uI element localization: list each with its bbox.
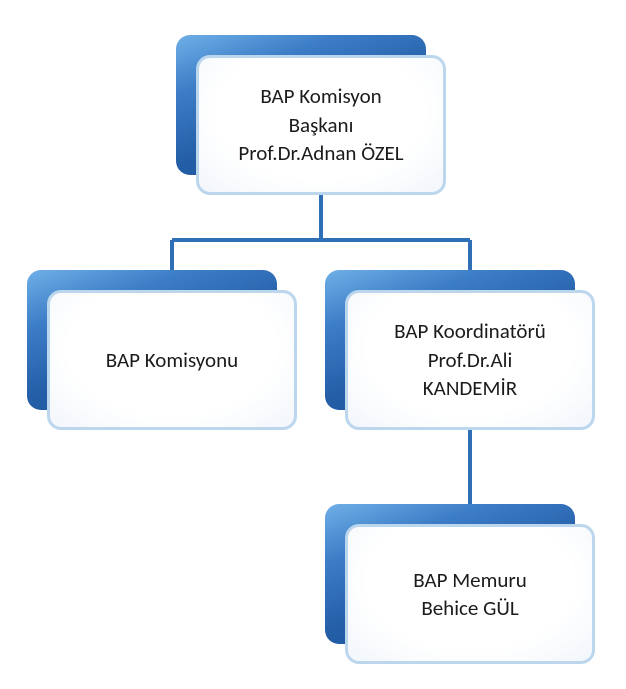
node-front: BAP Komisyon Başkanı Prof.Dr.Adnan ÖZEL: [196, 55, 446, 195]
node-root: BAP Komisyon Başkanı Prof.Dr.Adnan ÖZEL: [176, 35, 446, 195]
node-bottom: BAP Memuru Behice GÜL: [325, 504, 595, 664]
node-right: BAP Koordinatörü Prof.Dr.Ali KANDEMİR: [325, 270, 595, 430]
org-chart: BAP Komisyon Başkanı Prof.Dr.Adnan ÖZEL …: [0, 0, 626, 689]
node-front: BAP Komisyonu: [47, 290, 297, 430]
node-text-line: Behice GÜL: [421, 594, 518, 622]
node-text-line: BAP Memuru: [413, 566, 527, 594]
node-front: BAP Memuru Behice GÜL: [345, 524, 595, 664]
node-text-line: BAP Komisyon: [260, 82, 381, 110]
node-text-line: Prof.Dr.Adnan ÖZEL: [238, 139, 403, 167]
node-left: BAP Komisyonu: [27, 270, 297, 430]
node-text-line: Başkanı: [289, 111, 354, 139]
node-front: BAP Koordinatörü Prof.Dr.Ali KANDEMİR: [345, 290, 595, 430]
node-text-line: KANDEMİR: [423, 374, 517, 402]
node-text-line: BAP Komisyonu: [106, 346, 238, 374]
node-text-line: Prof.Dr.Ali: [428, 346, 513, 374]
node-text-line: BAP Koordinatörü: [394, 317, 546, 345]
